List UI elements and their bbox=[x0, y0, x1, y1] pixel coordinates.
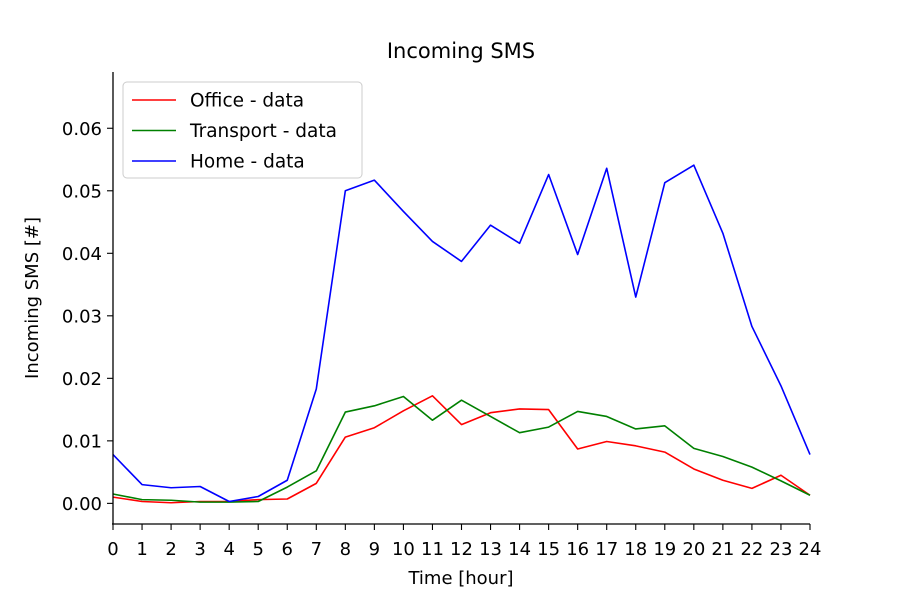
y-tick-label: 0.04 bbox=[62, 244, 102, 265]
x-tick-label: 12 bbox=[450, 539, 473, 560]
x-tick-label: 13 bbox=[479, 539, 502, 560]
series-line-home-data bbox=[112, 164, 811, 503]
x-tick-label: 5 bbox=[252, 539, 263, 560]
x-tick-label: 21 bbox=[711, 539, 734, 560]
y-tick-label: 0.05 bbox=[62, 181, 102, 202]
legend-label: Office - data bbox=[190, 91, 304, 112]
x-tick-label: 3 bbox=[194, 539, 205, 560]
x-tick-label: 20 bbox=[682, 539, 705, 560]
x-tick-label: 11 bbox=[421, 539, 444, 560]
x-tick-label: 14 bbox=[508, 539, 531, 560]
legend: Office - data Transport - data Home - data bbox=[122, 81, 363, 179]
x-axis-label: Time [hour] bbox=[407, 568, 513, 589]
x-ticks: 0 1 2 3 4 5 6 7 8 9 10 11 12 13 14 15 16 17 18 19 20 21 22 23 24 bbox=[107, 524, 821, 560]
x-tick-label: 24 bbox=[799, 539, 822, 560]
x-tick-label: 22 bbox=[740, 539, 763, 560]
x-tick-label: 6 bbox=[282, 539, 293, 560]
x-tick-label: 7 bbox=[311, 539, 322, 560]
x-tick-label: 2 bbox=[165, 539, 176, 560]
x-tick-label: 16 bbox=[566, 539, 589, 560]
x-tick-label: 19 bbox=[653, 539, 676, 560]
x-tick-label: 10 bbox=[392, 539, 415, 560]
plot-area bbox=[112, 164, 811, 504]
legend-label: Transport - data bbox=[189, 121, 337, 142]
y-ticks: 0.00 0.01 0.02 0.03 0.04 0.05 0.06 bbox=[62, 119, 113, 515]
x-tick-label: 8 bbox=[340, 539, 351, 560]
x-tick-label: 15 bbox=[537, 539, 560, 560]
y-tick-label: 0.02 bbox=[62, 369, 102, 390]
y-tick-label: 0.06 bbox=[62, 119, 102, 140]
x-tick-label: 4 bbox=[223, 539, 234, 560]
legend-box bbox=[122, 81, 363, 179]
x-tick-label: 23 bbox=[770, 539, 793, 560]
x-tick-label: 18 bbox=[624, 539, 647, 560]
y-tick-label: 0.03 bbox=[62, 306, 102, 327]
y-tick-label: 0.00 bbox=[62, 494, 102, 515]
legend-label: Home - data bbox=[190, 152, 305, 173]
y-tick-label: 0.01 bbox=[62, 431, 102, 452]
x-tick-label: 1 bbox=[136, 539, 147, 560]
x-tick-label: 0 bbox=[107, 539, 118, 560]
chart-title: Incoming SMS bbox=[387, 39, 535, 63]
x-tick-label: 9 bbox=[369, 539, 380, 560]
x-tick-label: 17 bbox=[595, 539, 618, 560]
y-axis-label: Incoming SMS [#] bbox=[22, 217, 43, 379]
